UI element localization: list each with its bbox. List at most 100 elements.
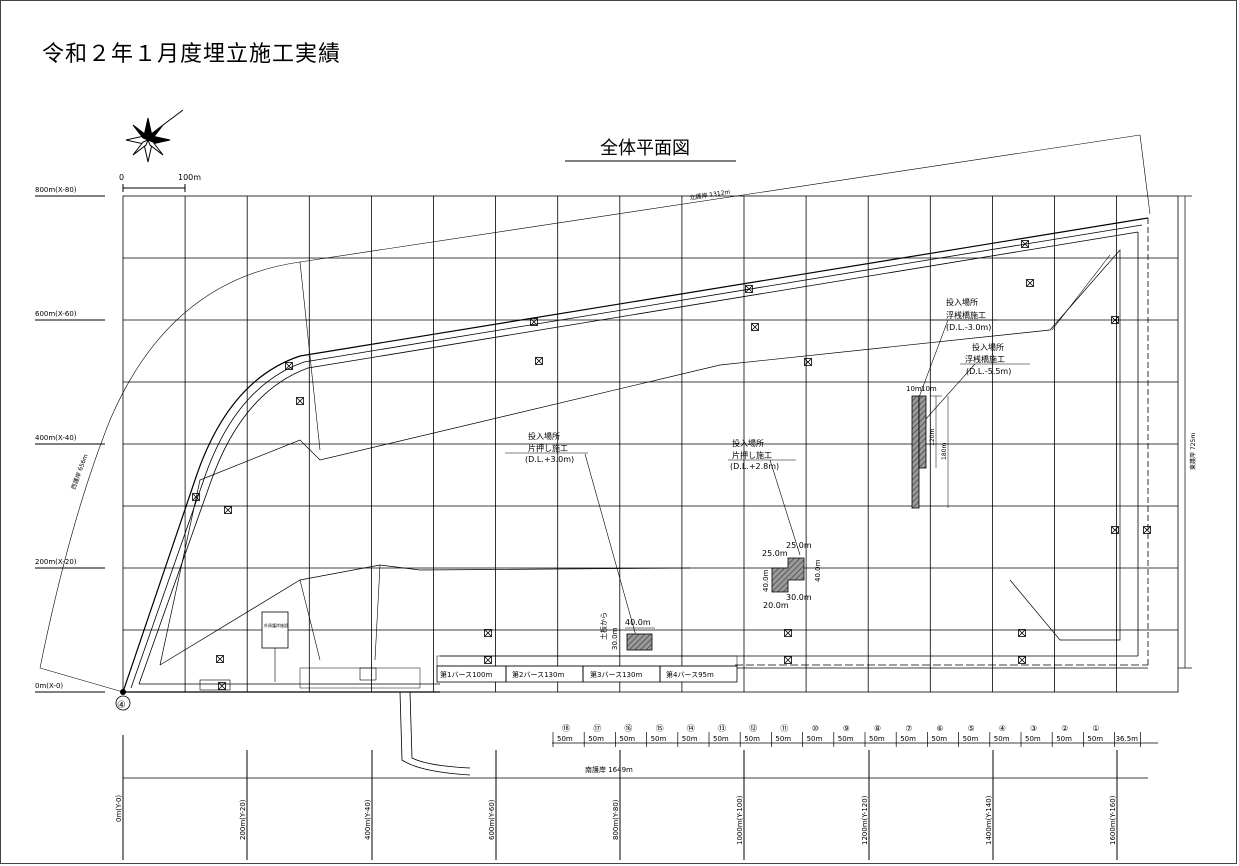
section-length: 50m bbox=[1056, 735, 1072, 743]
dim-cd-w1: 10m bbox=[906, 385, 922, 393]
dim-b-bottom2: 30.0m bbox=[786, 593, 812, 602]
y-label-0: 0m(X-0) bbox=[35, 682, 63, 690]
section-length: 50m bbox=[588, 735, 604, 743]
compass-icon bbox=[125, 109, 184, 163]
callout-b-title: 投入場所 bbox=[732, 438, 764, 448]
x-label-600: 600m(Y-60) bbox=[488, 799, 496, 840]
section-strip: ⑱ 50m ⑰ 50m ⑯ 50m ⑮ 50m ⑭ 50m ⑬ 50m ⑫ 50m ⑪ 50m ⑩ 50m ⑨ 50m… bbox=[552, 724, 1158, 747]
section-length: 50m bbox=[869, 735, 885, 743]
survey-marker bbox=[484, 629, 492, 637]
dim-a-note: 土板から bbox=[599, 612, 608, 640]
section-number: ⑧ bbox=[874, 724, 881, 733]
callout-d-title: 投入場所 bbox=[972, 342, 1004, 352]
section-length: 50m bbox=[838, 735, 854, 743]
berth-3: 第3バース130m bbox=[590, 670, 642, 679]
section-length: 50m bbox=[931, 735, 947, 743]
grid bbox=[122, 195, 1179, 693]
x-label-1200: 1200m(Y-120) bbox=[861, 795, 869, 845]
fill-area-c bbox=[911, 395, 920, 509]
section-length: 50m bbox=[775, 735, 791, 743]
callout-c-level: (D.L.-3.0m) bbox=[946, 323, 991, 332]
callout-cd: 投入場所 浮桟橋施工 (D.L.-3.0m) 投入場所 浮桟橋施工 (D.L.-… bbox=[906, 297, 1030, 509]
dim-b-top2: 25.0m bbox=[762, 549, 788, 558]
section-length: 50m bbox=[744, 735, 760, 743]
fill-area-d bbox=[918, 395, 927, 469]
section-length: 50m bbox=[994, 735, 1010, 743]
callout-d-level: (D.L.-5.5m) bbox=[966, 367, 1011, 376]
facility-label: 外周護岸施設 bbox=[264, 622, 288, 628]
x-label-800: 800m(Y-80) bbox=[612, 799, 620, 840]
dim-b-right: 40.0m bbox=[814, 559, 822, 582]
x-label-400: 400m(Y-40) bbox=[364, 799, 372, 840]
y-label-800: 800m(X-80) bbox=[35, 186, 77, 194]
section-last-length: 36.5m bbox=[1116, 735, 1139, 743]
dim-cd-w2: 10m bbox=[921, 385, 937, 393]
section-number: ④ bbox=[999, 724, 1006, 733]
survey-marker bbox=[1111, 526, 1119, 534]
fill-area-b bbox=[771, 557, 805, 593]
section-number: ⑥ bbox=[936, 724, 943, 733]
survey-marker bbox=[1143, 526, 1151, 534]
berth-2: 第2バース130m bbox=[512, 670, 564, 679]
dim-b-top: 25.0m bbox=[786, 541, 812, 550]
dim-cd-h2: 180m bbox=[941, 443, 948, 460]
survey-marker bbox=[1111, 316, 1119, 324]
callout-b-method: 片押し施工 bbox=[732, 450, 772, 460]
east-shore-label: 東護岸 725m bbox=[1189, 433, 1197, 470]
y-label-600: 600m(X-60) bbox=[35, 310, 77, 318]
facility-building: 外周護岸施設 bbox=[261, 611, 289, 682]
section-length: 50m bbox=[651, 735, 667, 743]
x-label-1600: 1600m(Y-160) bbox=[1109, 795, 1117, 845]
survey-marker bbox=[1021, 240, 1029, 248]
survey-marker bbox=[784, 629, 792, 637]
survey-marker bbox=[1026, 279, 1034, 287]
x-label-1000: 1000m(Y-100) bbox=[736, 795, 744, 845]
survey-marker bbox=[1018, 656, 1026, 664]
dim-cd-h1: 120m bbox=[929, 429, 936, 446]
berth-1: 第1バース100m bbox=[440, 670, 492, 679]
section-number: ⑫ bbox=[749, 724, 757, 733]
section-number: ⑩ bbox=[812, 724, 819, 733]
section-number: ⑨ bbox=[843, 724, 850, 733]
x-label-0: 0m(Y-0) bbox=[115, 795, 123, 822]
survey-marker bbox=[218, 682, 226, 690]
survey-marker bbox=[285, 362, 293, 370]
dim-b-bottom1: 20.0m bbox=[763, 601, 789, 610]
x-axis: 0m(Y-0) 200m(Y-20) 400m(Y-40) 600m(Y-60)… bbox=[115, 735, 1148, 860]
section-length: 50m bbox=[900, 735, 916, 743]
section-number: ⑤ bbox=[968, 724, 975, 733]
scale-bar: 0 100m bbox=[119, 173, 201, 192]
south-shore-label: 南護岸 1649m bbox=[585, 765, 633, 774]
section-length: 50m bbox=[682, 735, 698, 743]
section-number: ② bbox=[1061, 724, 1068, 733]
survey-marker bbox=[804, 358, 812, 366]
section-length: 50m bbox=[1025, 735, 1041, 743]
y-label-400: 400m(X-40) bbox=[35, 434, 77, 442]
scale-zero-label: 0 bbox=[119, 173, 124, 182]
survey-marker bbox=[784, 656, 792, 664]
callout-a-method: 片押し施工 bbox=[528, 443, 568, 453]
berths: 第1バース100m 第2バース130m 第3バース130m 第4バース95m bbox=[199, 655, 738, 691]
fill-area-a bbox=[626, 633, 653, 651]
survey-marker bbox=[535, 357, 543, 365]
section-number: ⑪ bbox=[780, 724, 788, 733]
callout-c-title: 投入場所 bbox=[946, 297, 978, 307]
callout-a-title: 投入場所 bbox=[528, 431, 560, 441]
callout-b: 投入場所 片押し施工 (D.L.+2.8m) 25.0m 25.0m 40.0m… bbox=[728, 438, 822, 610]
section-length: 50m bbox=[713, 735, 729, 743]
survey-marker bbox=[224, 506, 232, 514]
y-axis: 800m(X-80) 600m(X-60) 400m(X-40) 200m(X-… bbox=[35, 186, 105, 693]
page-title: 令和２年１月度埋立施工実績 bbox=[42, 42, 342, 67]
callout-a: 投入場所 片押し施工 (D.L.+3.0m) 40.0m 土板から 30.0m bbox=[505, 431, 655, 651]
reclamation-outline bbox=[39, 134, 1192, 776]
scale-end-label: 100m bbox=[178, 173, 201, 182]
dim-a-width: 40.0m bbox=[625, 618, 651, 627]
dim-a-height: 30.0m bbox=[611, 627, 619, 650]
section-number: ① bbox=[1092, 724, 1099, 733]
survey-marker bbox=[484, 656, 492, 664]
survey-marker bbox=[192, 493, 200, 501]
survey-marker bbox=[1018, 629, 1026, 637]
section-number: ⑦ bbox=[905, 724, 912, 733]
dim-b-left: 40.0m bbox=[762, 569, 770, 592]
